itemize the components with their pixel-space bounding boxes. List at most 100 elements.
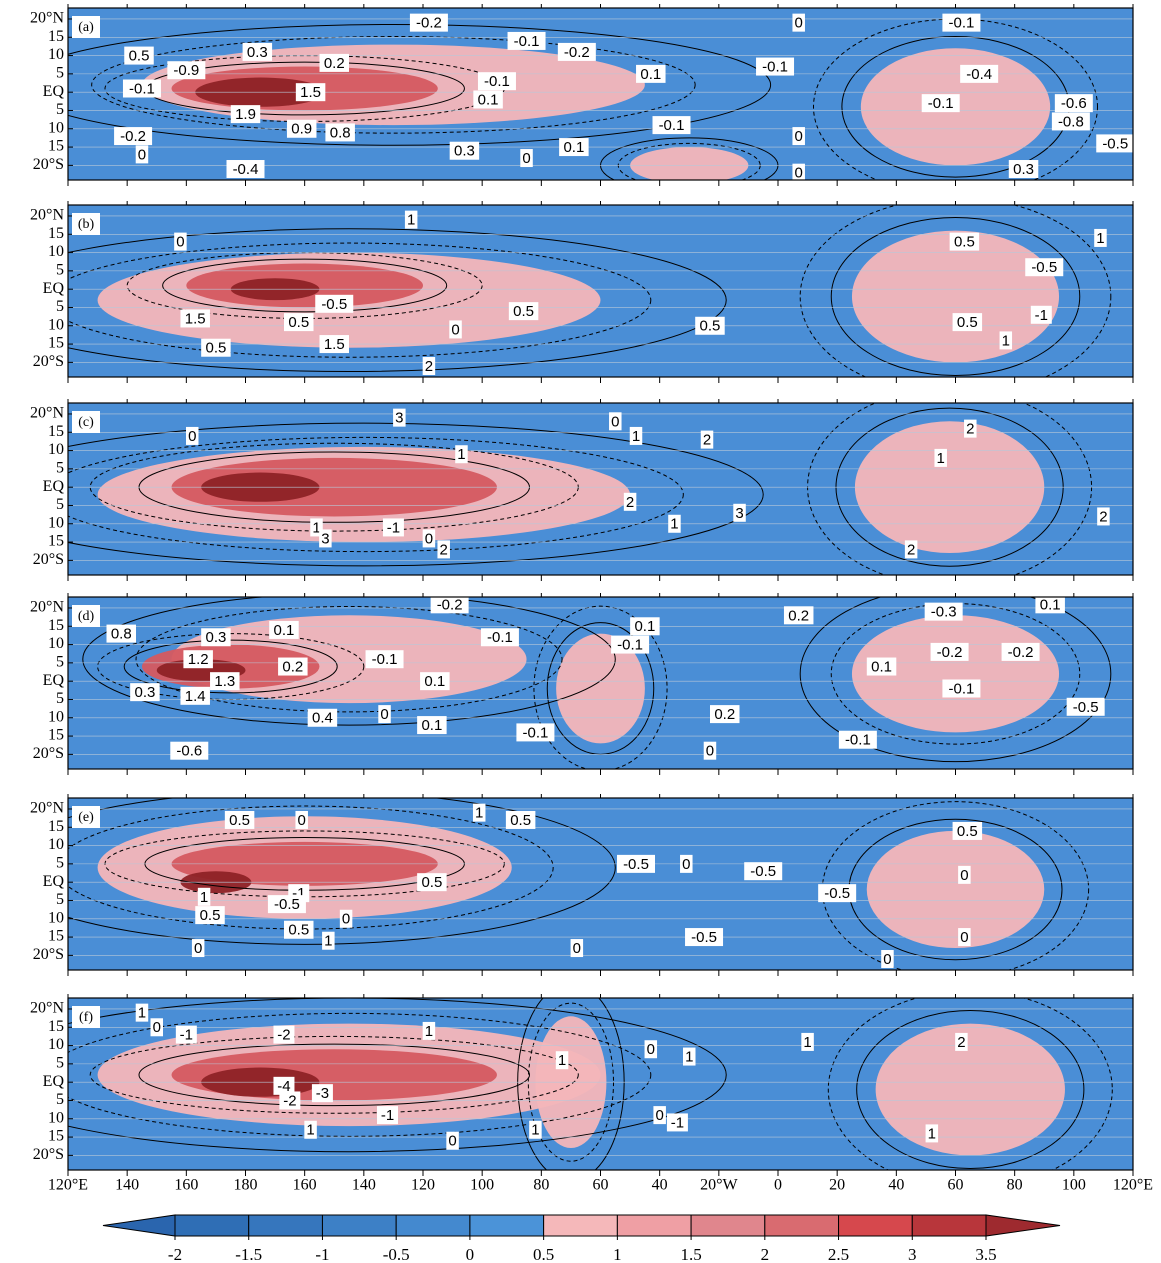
- panel-label: (c): [78, 415, 94, 430]
- colorbar-box: [175, 1215, 249, 1236]
- colorbar-tick-label: -1.5: [235, 1245, 262, 1263]
- contour-label: 0: [188, 428, 196, 445]
- contour-label: 1: [475, 805, 483, 822]
- contour-label: -0.3: [931, 604, 957, 621]
- colorbar-tick-label: 1.5: [680, 1245, 701, 1263]
- x-tick-label: 140: [115, 1177, 139, 1194]
- contour-label: 0.1: [274, 622, 295, 639]
- x-tick-label: 80: [533, 1177, 549, 1194]
- contour-label: -0.6: [1061, 95, 1087, 112]
- x-tick-label: 80: [1007, 1177, 1023, 1194]
- colorbar-tick-label: -1: [315, 1245, 329, 1263]
- contour-label: 0.8: [330, 124, 351, 141]
- contour-label: -0.5: [824, 885, 850, 902]
- contour-label: 1.9: [235, 106, 256, 123]
- contour-label: 0.2: [788, 607, 809, 624]
- contour-label: -0.2: [937, 644, 963, 661]
- x-tick-label: 120: [411, 1177, 435, 1194]
- contour-label: 0: [883, 951, 891, 968]
- y-tick-label: 5: [56, 496, 64, 513]
- contour-label: -0.1: [487, 629, 513, 646]
- contour-label: 0: [706, 743, 714, 760]
- contour-label: 0: [655, 1107, 663, 1124]
- y-tick-label: 20°S: [33, 745, 64, 762]
- colorbar-extension: [986, 1215, 1060, 1236]
- y-tick-label: 5: [56, 460, 64, 477]
- y-tick-label: 10: [48, 46, 64, 63]
- figure: -0.10.5-0.90.30.21.51.90.90.8-0.20-0.4-0…: [0, 0, 1161, 1263]
- contour-label: 1.2: [188, 651, 209, 668]
- contour-label: 0: [153, 1019, 161, 1036]
- y-tick-label: 5: [56, 1091, 64, 1108]
- contour-label: 0.2: [324, 55, 345, 72]
- contour-label: 0.4: [312, 710, 333, 727]
- x-tick-label: 60: [948, 1177, 964, 1194]
- contour-label: -0.4: [966, 66, 992, 83]
- colorbar-tick-label: 3.5: [975, 1245, 996, 1263]
- contour-label: 0: [342, 911, 350, 928]
- map-panel: 30101221-1021321322: [0, 388, 1133, 586]
- contour-label: 0.3: [247, 44, 268, 61]
- y-tick-label: EQ: [43, 1073, 65, 1090]
- contour-label: 0.5: [510, 812, 531, 829]
- colorbar-tick-label: -0.5: [383, 1245, 410, 1263]
- colorbar-tick-label: 2.5: [828, 1245, 849, 1263]
- contour-label: -0.2: [437, 596, 463, 613]
- contour-label: 1: [425, 1023, 433, 1040]
- contour-label: 1.5: [300, 84, 321, 101]
- x-tick-label: 40: [888, 1177, 904, 1194]
- contour-label: 1.5: [324, 336, 345, 353]
- contour-label: 0.8: [111, 626, 132, 643]
- contour-label: 0: [448, 1133, 456, 1150]
- colorbar-tick-label: 2: [761, 1245, 770, 1263]
- contour-label: 0.1: [871, 659, 892, 676]
- y-tick-label: 5: [56, 1055, 64, 1072]
- contour-label: -2: [277, 1027, 290, 1044]
- colorbar-box: [839, 1215, 913, 1236]
- y-tick-label: 10: [48, 119, 64, 136]
- contour-label: -0.2: [416, 15, 442, 32]
- y-tick-label: 20°N: [30, 1000, 64, 1017]
- contour-label: 0.5: [700, 318, 721, 335]
- y-tick-label: 15: [48, 533, 64, 550]
- y-tick-label: 10: [48, 1036, 64, 1053]
- panel-label: (e): [78, 810, 94, 825]
- y-tick-label: 20°N: [30, 10, 64, 27]
- contour-label: -0.5: [691, 929, 717, 946]
- anomaly-region: [867, 831, 1045, 948]
- colorbar-box: [765, 1215, 839, 1236]
- contour-label: -0.5: [321, 296, 347, 313]
- colorbar-box: [617, 1215, 691, 1236]
- x-tick-label: 100: [1062, 1177, 1086, 1194]
- contour-label: -0.1: [522, 724, 548, 741]
- x-tick-label: 160: [174, 1177, 198, 1194]
- y-tick-label: 15: [48, 28, 64, 45]
- contour-label: 1.4: [185, 688, 206, 705]
- x-tick-label: 60: [593, 1177, 609, 1194]
- panel-label: (f): [79, 1010, 93, 1025]
- contour-label: -0.2: [120, 128, 146, 145]
- y-tick-label: 20°N: [30, 800, 64, 817]
- y-tick-label: 10: [48, 635, 64, 652]
- contour-label: 0.5: [957, 823, 978, 840]
- y-tick-label: 20°S: [33, 1146, 64, 1163]
- contour-label: 2: [907, 541, 915, 558]
- y-tick-label: 20°S: [33, 353, 64, 370]
- contour-label: 1: [1096, 230, 1104, 247]
- contour-label: 0.3: [1013, 161, 1034, 178]
- x-tick-label: 120°E: [48, 1177, 88, 1194]
- y-tick-label: 20°N: [30, 207, 64, 224]
- contour-label: 0: [960, 929, 968, 946]
- contour-label: 1: [928, 1125, 936, 1142]
- contour-label: 0.1: [1040, 596, 1061, 613]
- y-tick-label: 10: [48, 514, 64, 531]
- x-tick-label: 100: [470, 1177, 494, 1194]
- contour-label: 0: [682, 856, 690, 873]
- contour-label: 1: [632, 428, 640, 445]
- contour-label: 0.1: [634, 618, 655, 635]
- y-tick-label: 5: [56, 262, 64, 279]
- y-tick-label: 15: [48, 1018, 64, 1035]
- contour-label: -0.6: [176, 743, 202, 760]
- contour-label: -1: [387, 519, 400, 536]
- contour-label: 0: [298, 812, 306, 829]
